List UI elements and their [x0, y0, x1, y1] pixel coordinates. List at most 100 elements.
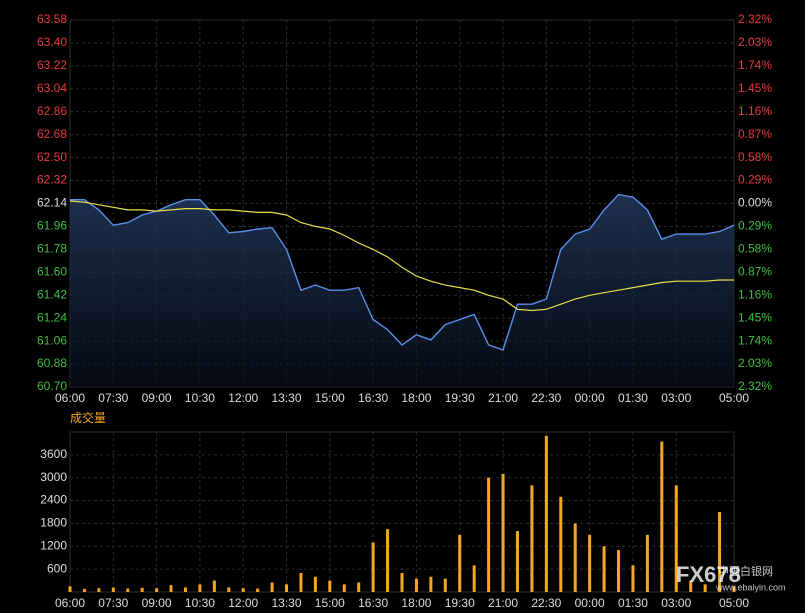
- x-tick-label: 03:00: [661, 596, 691, 610]
- volume-bar: [155, 588, 159, 592]
- x-tick-label: 15:00: [315, 391, 345, 405]
- volume-bar: [544, 435, 548, 592]
- volume-bar: [645, 534, 649, 592]
- x-tick-label: 19:30: [445, 391, 475, 405]
- y2-tick-label: 0.00%: [738, 196, 772, 210]
- volume-bar: [285, 584, 289, 592]
- volume-bar: [256, 588, 260, 592]
- y2-tick-label: 0.29%: [738, 173, 772, 187]
- x-tick-label: 22:30: [531, 596, 561, 610]
- x-tick-label: 03:00: [661, 391, 691, 405]
- volume-bar: [227, 587, 231, 592]
- y-tick-label: 63.40: [37, 35, 67, 49]
- volume-bar: [429, 576, 433, 592]
- y-tick-label: 63.58: [37, 12, 67, 26]
- y2-tick-label: 1.45%: [738, 81, 772, 95]
- y-tick-label: 62.50: [37, 150, 67, 164]
- volume-bar: [82, 588, 86, 592]
- y2-tick-label: 1.74%: [738, 333, 772, 347]
- x-tick-label: 15:00: [315, 596, 345, 610]
- y2-tick-label: 1.16%: [738, 287, 772, 301]
- volume-bar: [617, 550, 621, 592]
- volume-bar: [732, 586, 736, 592]
- volume-bar: [371, 542, 375, 592]
- x-tick-label: 05:00: [719, 391, 749, 405]
- x-tick-label: 13:30: [272, 596, 302, 610]
- x-tick-label: 13:30: [272, 391, 302, 405]
- volume-bar: [212, 580, 216, 592]
- volume-bar: [443, 578, 447, 592]
- volume-bar: [400, 572, 404, 592]
- x-tick-label: 07:30: [98, 596, 128, 610]
- volume-bar: [530, 485, 534, 592]
- x-tick-label: 16:30: [358, 596, 388, 610]
- x-tick-label: 18:00: [401, 596, 431, 610]
- volume-bar: [674, 485, 678, 592]
- y2-tick-label: 2.32%: [738, 12, 772, 26]
- x-tick-label: 05:00: [719, 596, 749, 610]
- x-tick-label: 09:00: [142, 391, 172, 405]
- volume-bar: [386, 529, 390, 592]
- y-tick-label: 2400: [40, 493, 67, 507]
- x-tick-label: 01:30: [618, 391, 648, 405]
- x-tick-label: 16:30: [358, 391, 388, 405]
- y2-tick-label: 0.58%: [738, 242, 772, 256]
- y-tick-label: 600: [47, 561, 67, 575]
- y-tick-label: 61.06: [37, 333, 67, 347]
- x-tick-label: 01:30: [618, 596, 648, 610]
- y2-tick-label: 0.58%: [738, 150, 772, 164]
- volume-bar: [660, 441, 664, 592]
- volume-bar: [140, 587, 144, 592]
- y-tick-label: 62.68: [37, 127, 67, 141]
- y2-tick-label: 0.87%: [738, 264, 772, 278]
- x-tick-label: 06:00: [55, 596, 85, 610]
- watermark-site: 中国白银网: [718, 564, 773, 578]
- x-tick-label: 22:30: [531, 391, 561, 405]
- volume-bar: [111, 587, 115, 592]
- x-tick-label: 19:30: [445, 596, 475, 610]
- volume-bar: [631, 565, 635, 592]
- volume-bar: [458, 534, 462, 592]
- price-area: [70, 194, 734, 387]
- volume-bar: [414, 578, 418, 592]
- y-tick-label: 63.22: [37, 58, 67, 72]
- watermark-logo: FX678: [676, 562, 741, 587]
- x-tick-label: 21:00: [488, 596, 518, 610]
- y-tick-label: 60.88: [37, 356, 67, 370]
- x-tick-label: 21:00: [488, 391, 518, 405]
- x-tick-label: 00:00: [575, 391, 605, 405]
- volume-bar: [718, 512, 722, 592]
- volume-bar: [299, 572, 303, 592]
- volume-bar: [97, 588, 101, 592]
- y2-tick-label: 0.87%: [738, 127, 772, 141]
- volume-bar: [270, 582, 274, 592]
- volume-bar: [342, 584, 346, 592]
- volume-title: 成交量: [70, 410, 106, 425]
- volume-bar: [689, 580, 693, 592]
- volume-bar: [501, 473, 505, 592]
- y-tick-label: 3000: [40, 470, 67, 484]
- volume-bar: [126, 588, 130, 592]
- x-tick-label: 07:30: [98, 391, 128, 405]
- volume-bar: [515, 531, 519, 592]
- x-tick-label: 18:00: [401, 391, 431, 405]
- volume-bar: [573, 523, 577, 592]
- volume-bar: [703, 584, 707, 592]
- y2-tick-label: 2.03%: [738, 356, 772, 370]
- volume-bar: [559, 496, 563, 592]
- volume-bar: [487, 477, 491, 592]
- volume-bar: [169, 585, 173, 592]
- y-tick-label: 63.04: [37, 81, 67, 95]
- y-tick-label: 62.86: [37, 104, 67, 118]
- x-tick-label: 00:00: [575, 596, 605, 610]
- volume-bar: [472, 565, 476, 592]
- volume-bar: [68, 586, 72, 592]
- y2-tick-label: 1.45%: [738, 310, 772, 324]
- volume-bar: [183, 587, 187, 592]
- x-tick-label: 12:00: [228, 391, 258, 405]
- x-tick-label: 12:00: [228, 596, 258, 610]
- volume-bar: [588, 534, 592, 592]
- y-tick-label: 1200: [40, 538, 67, 552]
